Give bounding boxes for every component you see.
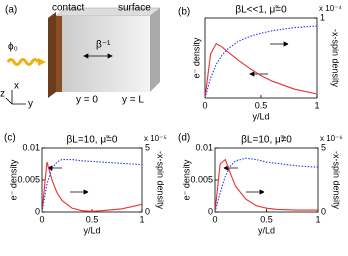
- x-tick-label: 0: [212, 214, 217, 224]
- y-tick-label: 0.01: [195, 142, 213, 152]
- arrow-right: [270, 41, 289, 47]
- x-axis-label: y/Ld: [252, 111, 269, 121]
- y-tick-label: 0.005: [17, 174, 40, 184]
- depth-arrow: [83, 53, 113, 59]
- y2-axis-label: -x-spin density: [331, 29, 341, 88]
- x-tick-label: 1: [314, 100, 319, 110]
- y-axis-label: e⁻ density: [181, 159, 191, 200]
- x-tick-label: 0: [202, 100, 207, 110]
- y2-tick-label: 5: [145, 142, 150, 152]
- phi-label: ϕ₀: [8, 42, 18, 53]
- surface-label: surface: [118, 3, 151, 14]
- contact-front: [56, 16, 62, 92]
- yL-label: y = L: [122, 95, 144, 106]
- arrow-left: [223, 165, 238, 171]
- axis-z-label: z: [0, 89, 5, 100]
- chart-title: βL=10, μ̃≠0: [241, 135, 292, 146]
- x-tick-label: 1: [139, 214, 144, 224]
- y2-axis-label: -x-spin density: [332, 151, 342, 210]
- coord-axes: [5, 90, 26, 105]
- y-axis-label: e⁻ density: [8, 159, 18, 200]
- series-line: [214, 157, 319, 213]
- series-line: [41, 161, 143, 213]
- light-arrow: [38, 58, 46, 66]
- series-line: [214, 158, 318, 213]
- y-tick-label: 0.005: [190, 174, 213, 184]
- y-tick-label: 0: [208, 206, 213, 216]
- arrow-right: [246, 189, 265, 195]
- beta-label: β⁻¹: [96, 40, 111, 51]
- arrow-left: [47, 165, 62, 171]
- y2-multiplier: x 10⁻⁶: [320, 134, 343, 143]
- y-tick-label: 0.01: [22, 142, 40, 152]
- x-tick-label: 0.5: [86, 214, 99, 224]
- y2-tick-label: 0: [145, 206, 150, 216]
- y2-tick-label: 0: [321, 206, 326, 216]
- y2-multiplier: x 10⁻⁴: [319, 4, 342, 13]
- panel-label: (c): [4, 133, 16, 144]
- x-tick-label: 1: [315, 214, 320, 224]
- box-front: [56, 16, 150, 92]
- y2-tick-label: 1: [320, 12, 325, 22]
- y2-tick-label: 5: [321, 142, 326, 152]
- x-tick-label: 0.5: [260, 214, 273, 224]
- x-tick-label: 0: [39, 214, 44, 224]
- y-tick-label: 0: [35, 206, 40, 216]
- axis-x-label: x: [14, 81, 19, 92]
- chart-title: βL=10, μ̃=0: [67, 135, 118, 146]
- x-axis-label: y/Ld: [83, 225, 100, 235]
- series-line: [204, 42, 318, 99]
- x-axis-label: y/Ld: [258, 225, 275, 235]
- light-wave: [6, 58, 40, 66]
- y2-multiplier: x 10⁻⁵: [144, 134, 167, 143]
- chart-title: βL<<1, μ̃=0: [235, 5, 287, 16]
- series-line: [204, 25, 318, 99]
- contact-label: contact: [52, 3, 84, 14]
- axis-y-label: y: [28, 99, 33, 110]
- contact-side: [48, 12, 56, 98]
- series-line: [41, 158, 143, 213]
- y-axis-label: e⁻ density: [191, 37, 201, 78]
- plot-frame: [41, 147, 143, 213]
- panel-a: (a) contact surface ϕ₀ β⁻¹ y = 0 y = L y…: [0, 3, 161, 110]
- plot-frame: [214, 147, 319, 213]
- plot-frame: [204, 17, 318, 99]
- y2-axis-label: -x-spin density: [156, 151, 166, 210]
- arrow-right: [70, 189, 89, 195]
- panel-label: (d): [178, 133, 190, 144]
- panel-label: (b): [178, 7, 190, 18]
- box-side: [150, 8, 160, 92]
- y0-label: y = 0: [76, 95, 98, 106]
- panel-label: (a): [5, 5, 17, 16]
- x-tick-label: 0.5: [255, 100, 268, 110]
